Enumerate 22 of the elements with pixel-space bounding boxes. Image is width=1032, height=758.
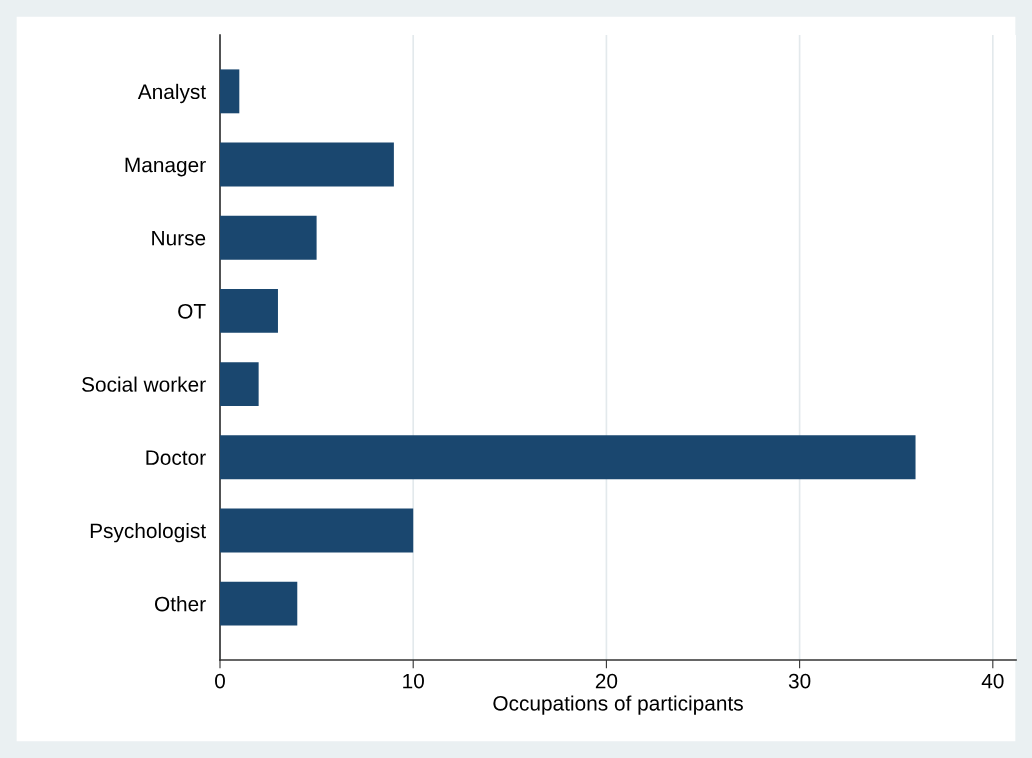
x-axis-title: Occupations of participants (493, 695, 743, 715)
y-tick-label: Social worker (82, 376, 206, 392)
y-tick-label: Doctor (146, 450, 206, 466)
y-tick-label: OT (178, 303, 206, 319)
x-tick-label: 10 (403, 673, 424, 689)
bar (220, 581, 298, 626)
bar (220, 435, 916, 480)
bar (220, 362, 259, 407)
y-tick-label: Nurse (152, 230, 206, 246)
x-tick-label: 0 (215, 673, 225, 689)
y-tick-label: Other (155, 596, 206, 612)
y-tick-label: Psychologist (90, 522, 206, 543)
bar (220, 508, 414, 553)
y-tick-label: Analyst (137, 83, 206, 104)
bar (220, 288, 278, 333)
x-tick-label: 30 (788, 673, 811, 689)
y-tick-label: Manager (125, 157, 206, 177)
bar (220, 69, 240, 114)
bar (220, 215, 317, 260)
bar (220, 142, 394, 187)
x-tick-label: 40 (981, 673, 1004, 689)
x-tick-label: 20 (595, 673, 618, 689)
